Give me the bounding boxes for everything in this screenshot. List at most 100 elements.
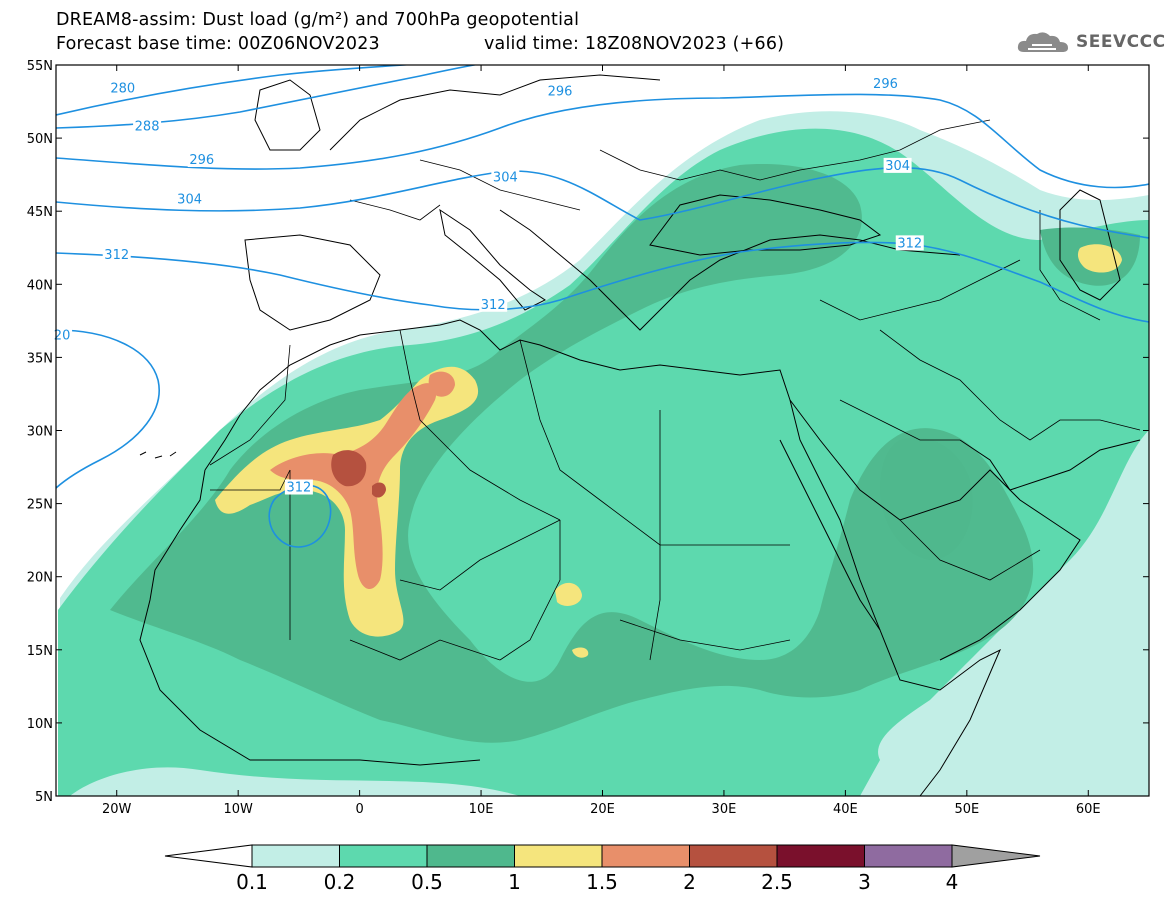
persian-gulf-coastline (959, 439, 1141, 491)
colorbar-swatch (251, 844, 340, 868)
lat-tick-label: 30N (27, 425, 53, 440)
contour-label-bg (491, 169, 520, 185)
contour-label: 304 (177, 193, 202, 208)
lon-tick-label: 10W (223, 802, 253, 817)
lon-tick-label: 50E (954, 802, 979, 817)
dust-level-2-b (372, 482, 386, 498)
contour-label-bg (102, 247, 131, 263)
lon-tick-label: 20E (590, 802, 615, 817)
contour-label: 288 (135, 119, 160, 134)
dust-level-1-spot-b (572, 647, 589, 658)
country-borders (209, 119, 1141, 661)
colorbar-tick-label: 3 (858, 870, 871, 894)
colorbar-tick-label: 2 (683, 870, 696, 894)
colorbar-tick-label: 0.5 (411, 870, 443, 894)
contour-label: 312 (104, 248, 129, 263)
contour-label: 296 (189, 153, 214, 168)
africa-coastline (204, 319, 1001, 796)
lat-tick-label: 45N (27, 205, 53, 220)
colorbar-over-arrow (951, 844, 1041, 868)
colorbar-tick-label: 2.5 (761, 870, 793, 894)
lat-tick-label: 5N (35, 790, 53, 805)
contour-label: 304 (885, 159, 910, 174)
contour-label: 296 (873, 77, 898, 92)
axis-labels: 55N 50N 45N 40N 35N 30N 25N 20N 15N 10N 5N 20W 10W 0 1… (27, 59, 1101, 817)
british-isles-coastline (254, 79, 321, 151)
colorbar-tick-label: 0.1 (236, 870, 268, 894)
lat-tick-label: 15N (27, 644, 53, 659)
contour-label: 296 (548, 84, 573, 99)
lat-tick-label: 25N (27, 498, 53, 513)
dust-shading (58, 111, 1149, 796)
cloud-logo-icon (1017, 32, 1068, 52)
contour-label-bg (133, 118, 162, 134)
contour-label: 312 (897, 236, 922, 251)
lon-tick-label: 20W (102, 802, 132, 817)
colorbar-tick-label: 4 (946, 870, 959, 894)
caspian-coastline (1059, 189, 1121, 301)
dust-level-0.5 (110, 164, 1034, 743)
contour-label: 20 (54, 328, 71, 343)
contour-label-bg (108, 80, 137, 96)
colorbar-swatch (339, 844, 428, 868)
colorbar-swatch (426, 844, 515, 868)
contour-296 (56, 93, 1149, 189)
colorbar-swatch (514, 844, 603, 868)
lat-tick-label: 35N (27, 351, 53, 366)
seevccc-logo: SEEVCCC (1016, 26, 1165, 58)
contour-label-bg (883, 157, 912, 173)
contour-label-bg (284, 479, 313, 495)
colorbar-tick-label: 1 (508, 870, 521, 894)
coastlines (139, 74, 1141, 796)
contour-label-bg (545, 83, 574, 99)
contour-label-bg (479, 296, 508, 312)
dust-level-1-spot-a (555, 582, 582, 606)
dust-level-1.5-north (428, 371, 455, 397)
colorbar-under-arrow (164, 844, 253, 868)
lon-tick-label: 0 (355, 802, 363, 817)
canary-islands (139, 451, 177, 459)
iberia-coastline (244, 234, 381, 331)
contour-312 (56, 241, 1149, 323)
colorbar-swatch (601, 844, 690, 868)
black-sea-coastline (649, 194, 882, 256)
contour-label-bg (895, 235, 924, 251)
contour-labels: 280 288 296 304 312 20 312 312 304 296 296 304 312 (52, 76, 924, 496)
map-title: DREAM8-assim: Dust load (g/m²) and 700hP… (56, 10, 580, 30)
lat-tick-label: 40N (27, 278, 53, 293)
red-sea-coastline (779, 439, 881, 631)
lon-tick-label: 40E (833, 802, 858, 817)
lat-tick-label: 55N (27, 59, 53, 74)
lat-tick-label: 20N (27, 571, 53, 586)
colorbar: 0.1 0.2 0.5 1 1.5 2 2.5 3 4 (164, 844, 1041, 894)
contour-label-bg (187, 152, 216, 168)
colorbar-swatch (689, 844, 778, 868)
lat-tick-label: 50N (27, 132, 53, 147)
lon-tick-label: 60E (1076, 802, 1101, 817)
dust-level-1.5 (270, 383, 437, 590)
contour-label-bg (871, 76, 900, 92)
valid-time: valid time: 18Z08NOV2023 (+66) (484, 34, 785, 54)
contour-280 (56, 65, 414, 116)
forecast-base-time: Forecast base time: 00Z06NOV2023 (56, 34, 380, 54)
italy-coastline (439, 208, 546, 311)
arabia-coastline (789, 399, 1081, 661)
contour-312-closed (268, 484, 332, 548)
contour-label: 304 (493, 171, 518, 186)
contour-304 (56, 166, 1149, 239)
axis-ticks (56, 64, 1149, 797)
lon-tick-label: 30E (712, 802, 737, 817)
colorbar-swatch (864, 844, 953, 868)
contour-label-bg (175, 191, 204, 207)
dust-level-0.5-gulf (880, 437, 973, 560)
contour-label: 312 (286, 481, 311, 496)
balkans-coastline (499, 209, 961, 331)
north-europe-coastline (329, 74, 661, 151)
lon-tick-label: 10E (469, 802, 494, 817)
logo-text: SEEVCCC (1076, 32, 1165, 52)
contour-label: 280 (110, 81, 135, 96)
colorbar-tick-label: 0.2 (324, 870, 356, 894)
contour-320 (56, 329, 160, 489)
map-area (56, 65, 1149, 796)
